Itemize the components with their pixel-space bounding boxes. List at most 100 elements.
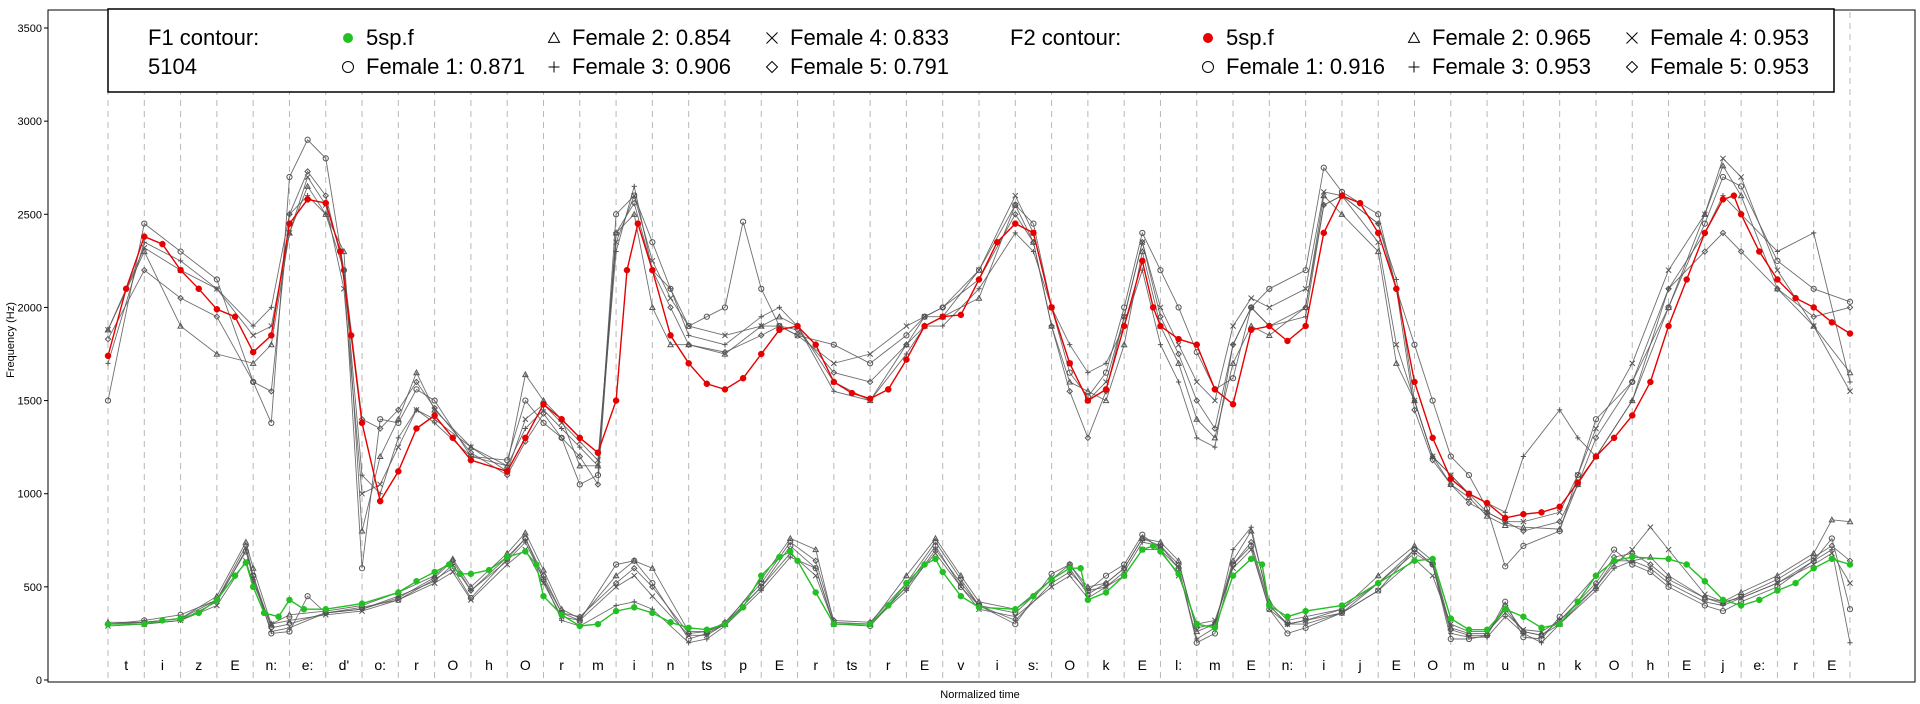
female-point xyxy=(1393,341,1400,348)
female-point xyxy=(322,155,329,162)
f2-main-point xyxy=(1447,475,1455,483)
female-point xyxy=(1139,238,1146,246)
female-point xyxy=(649,593,656,600)
female-point xyxy=(1302,285,1309,292)
f2-main-point xyxy=(376,497,384,505)
f2-main-point xyxy=(993,238,1001,246)
female-point xyxy=(1738,174,1745,180)
legend-f1-entries: Female 1: 0.871 Female 2: 0.854 Female 3: … xyxy=(342,25,949,79)
f1-main-point xyxy=(1774,587,1781,594)
f1-main-point xyxy=(594,620,602,628)
female-point xyxy=(1067,342,1073,348)
female-point xyxy=(812,572,819,579)
female-point xyxy=(939,304,947,311)
female-point xyxy=(612,211,620,218)
segment-label: r xyxy=(559,657,564,673)
female-point xyxy=(1720,155,1726,162)
female-point xyxy=(1502,509,1508,515)
female-point xyxy=(1465,499,1473,507)
legend-plus-icon xyxy=(1408,61,1420,73)
female-point xyxy=(1247,538,1255,546)
female-point xyxy=(667,341,674,348)
y-tick-label: 3500 xyxy=(18,23,42,35)
female-point xyxy=(576,481,583,488)
female-point xyxy=(1429,572,1436,579)
legend-f1-header: F1 contour: xyxy=(148,25,259,50)
female-point xyxy=(1375,587,1382,594)
female-point xyxy=(1593,425,1599,432)
female-point xyxy=(304,136,311,143)
f2-main-point xyxy=(1320,229,1328,237)
female-point xyxy=(249,359,257,366)
f2-main-point xyxy=(594,449,602,456)
female-point xyxy=(1194,435,1200,441)
female-point xyxy=(249,572,257,579)
female-point xyxy=(976,267,982,274)
female-point xyxy=(1392,359,1400,366)
f1-main-point xyxy=(413,578,420,585)
f1-main-point xyxy=(866,620,874,628)
segment-label: r xyxy=(886,657,891,673)
legend-diamond-icon xyxy=(1625,60,1639,74)
segment-label: e: xyxy=(1753,657,1765,673)
female-point xyxy=(667,286,674,292)
female-point xyxy=(1247,527,1255,534)
female-point xyxy=(1011,201,1019,208)
female-point xyxy=(1229,341,1237,348)
f1-main-point xyxy=(1048,576,1055,583)
f1-main-point xyxy=(1302,607,1309,615)
female-point xyxy=(522,397,529,404)
f2-main-point xyxy=(558,415,565,423)
female-point xyxy=(395,444,402,451)
female-point xyxy=(794,326,801,334)
female-point xyxy=(467,587,475,594)
female-point xyxy=(1592,434,1600,442)
female-point xyxy=(1375,587,1382,594)
female-point xyxy=(213,285,220,292)
female-point xyxy=(213,276,220,283)
female-point xyxy=(268,387,275,395)
female-point xyxy=(577,444,583,450)
female-point xyxy=(213,602,220,609)
female-point xyxy=(1519,523,1527,530)
segment-label: i xyxy=(633,657,636,673)
female-point xyxy=(467,594,475,602)
female-point xyxy=(268,304,274,311)
f1-main-point xyxy=(975,604,983,611)
female-point xyxy=(1719,173,1727,181)
legend-entry-label: Female 4: 0.953 xyxy=(1650,25,1809,50)
segment-label: i xyxy=(1322,657,1325,673)
female-point xyxy=(521,370,529,378)
female-point xyxy=(395,419,402,427)
segment-label: k xyxy=(1103,657,1111,673)
female-point xyxy=(932,534,939,542)
female-point xyxy=(1248,295,1255,302)
f2-main-point xyxy=(1102,386,1110,393)
f2-main-point xyxy=(159,240,166,248)
segment-label: E xyxy=(1827,657,1836,673)
female-point xyxy=(1248,524,1254,530)
female-point xyxy=(631,192,638,199)
female-point xyxy=(1320,188,1327,195)
f1-main-point xyxy=(467,570,475,578)
f1-main-point xyxy=(1810,564,1817,572)
segment-label: n xyxy=(1538,657,1546,673)
f2-main-point xyxy=(249,348,257,356)
f2-main-point xyxy=(1302,322,1309,330)
female-point xyxy=(1338,605,1346,613)
f1-main-point xyxy=(1828,555,1836,563)
female-point xyxy=(757,332,765,339)
female-point xyxy=(932,538,939,546)
female-point xyxy=(1628,378,1636,386)
female-point xyxy=(1393,276,1399,283)
female-point xyxy=(1810,313,1818,321)
female-point xyxy=(1211,425,1219,432)
f1-main-point xyxy=(532,561,540,568)
female-point xyxy=(1120,341,1128,348)
female-point xyxy=(1085,370,1091,376)
female-point xyxy=(1175,341,1182,348)
female-point xyxy=(250,323,256,329)
f2-main-point xyxy=(1556,503,1563,511)
f1-main-point xyxy=(1066,564,1073,572)
segment-label: O xyxy=(1064,657,1075,673)
